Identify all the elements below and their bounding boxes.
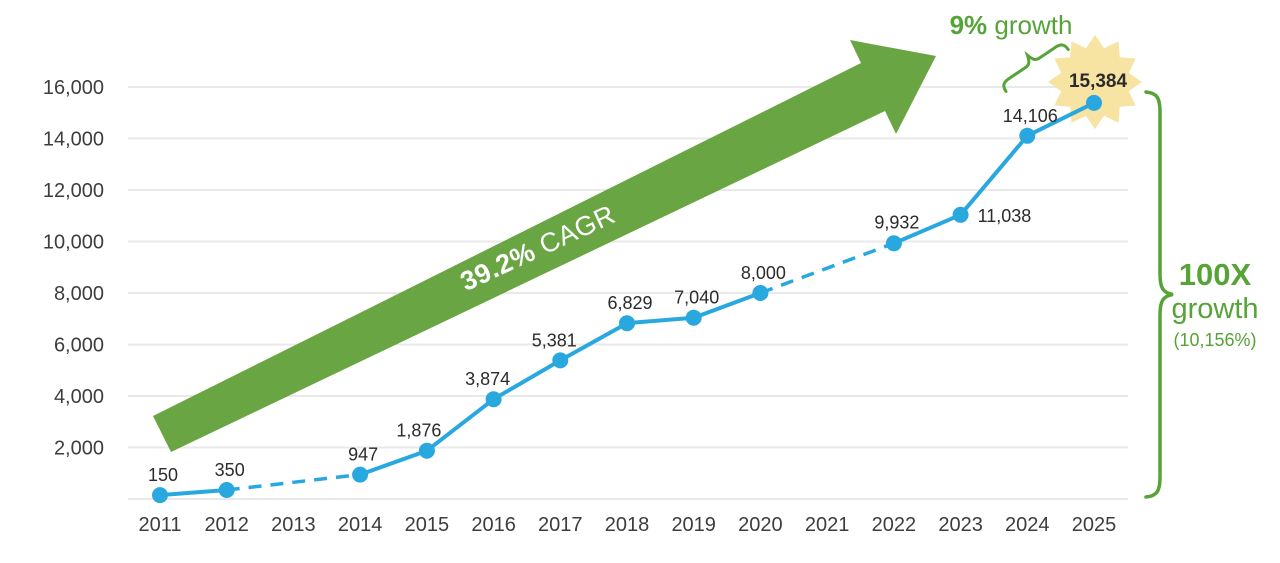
data-point-marker [885, 235, 902, 252]
data-point-value-label: 350 [215, 460, 245, 480]
x-axis-tick-label: 2018 [605, 514, 650, 536]
data-point-marker [218, 482, 235, 498]
trend-line-segment [425, 397, 495, 453]
x-axis-tick-label: 2016 [471, 514, 516, 536]
nine-percent-brace-icon [1002, 43, 1070, 93]
x-axis-tick-label: 2017 [538, 514, 583, 536]
trend-line-segment [159, 488, 227, 498]
trend-line-segment [693, 291, 762, 320]
trend-line-segment [626, 315, 694, 326]
x-axis-tick-label: 2014 [338, 514, 383, 536]
data-point-marker [752, 285, 769, 301]
data-point-value-label: 9,932 [874, 212, 919, 232]
y-axis-tick-label: 8,000 [54, 283, 104, 305]
data-point-value-label: 15,384 [1069, 71, 1128, 92]
data-point-marker [485, 391, 502, 408]
data-point-value-label: 3,874 [465, 369, 510, 389]
trend-line-segment-dashed [759, 241, 895, 295]
trend-line-segment [559, 321, 628, 363]
highlight-starburst-icon [1048, 35, 1142, 129]
data-point-value-label: 150 [148, 465, 178, 485]
y-axis-tick-label: 2,000 [54, 438, 104, 460]
hundredx-brace-icon [1144, 90, 1174, 499]
trend-line-segment [492, 358, 562, 401]
trend-line-segment [1026, 101, 1095, 138]
data-point-value-label: 14,106 [1003, 106, 1058, 126]
data-point-marker [418, 442, 435, 459]
x-axis-tick-label: 2020 [738, 514, 783, 536]
x-axis-tick-label: 2015 [405, 514, 450, 536]
data-point-marker [1019, 127, 1036, 144]
data-point-marker [552, 352, 569, 369]
data-point-value-label: 6,829 [607, 293, 652, 313]
data-point-marker [685, 309, 702, 326]
trend-line-segment [359, 448, 428, 477]
data-point-value-label: 11,038 [978, 206, 1032, 226]
y-axis-tick-label: 12,000 [43, 180, 104, 202]
data-point-marker [352, 466, 369, 483]
x-axis-tick-label: 2022 [872, 514, 917, 536]
x-axis-tick-label: 2013 [271, 514, 316, 536]
y-axis-tick-label: 4,000 [54, 386, 104, 408]
trend-line-segment-dashed [226, 472, 361, 492]
y-axis-tick-label: 6,000 [54, 335, 104, 357]
data-point-marker [952, 206, 969, 223]
trend-line-segment [893, 212, 962, 246]
data-point-value-label: 8,000 [741, 263, 786, 283]
data-point-marker [152, 487, 168, 504]
cagr-growth-arrow-icon [153, 40, 936, 452]
x-axis-tick-label: 2025 [1072, 514, 1117, 536]
y-axis-tick-label: 14,000 [43, 129, 104, 151]
x-axis-tick-label: 2019 [671, 514, 716, 536]
x-axis-tick-label: 2012 [204, 514, 249, 536]
data-point-value-label: 7,040 [674, 288, 719, 308]
trend-line-segment [959, 134, 1029, 217]
y-axis-tick-label: 16,000 [43, 77, 104, 99]
data-point-value-label: 1,876 [396, 421, 441, 441]
data-point-marker [1086, 94, 1102, 111]
x-axis-tick-label: 2021 [805, 514, 850, 536]
x-axis-tick-label: 2024 [1005, 514, 1050, 536]
x-axis-tick-label: 2023 [938, 514, 983, 536]
data-point-value-label: 5,381 [532, 330, 577, 350]
x-axis-tick-label: 2011 [138, 514, 181, 536]
data-point-marker [619, 315, 635, 332]
y-axis-tick-label: 10,000 [43, 232, 104, 254]
data-point-value-label: 947 [348, 445, 378, 465]
